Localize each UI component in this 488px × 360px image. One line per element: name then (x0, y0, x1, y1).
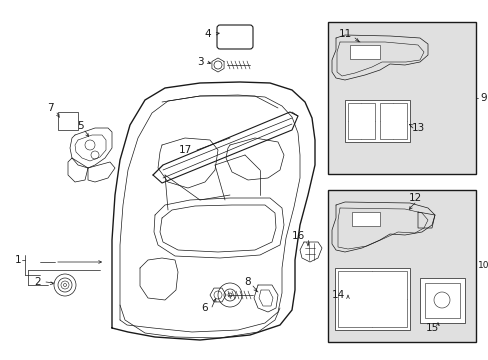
Text: 6: 6 (201, 303, 208, 313)
Bar (58, 112, 78, 130)
Bar (379, 103, 406, 139)
Text: 4: 4 (204, 29, 211, 39)
Text: 11: 11 (338, 29, 351, 39)
Bar (351, 212, 379, 226)
Text: 16: 16 (291, 231, 304, 241)
Text: 14: 14 (331, 290, 344, 300)
Bar (334, 268, 409, 330)
Text: 1: 1 (15, 255, 21, 265)
FancyBboxPatch shape (217, 25, 252, 49)
Text: 10: 10 (477, 261, 488, 270)
Text: 15: 15 (425, 323, 438, 333)
Bar (327, 22, 475, 174)
Text: 8: 8 (244, 277, 251, 287)
Text: 17: 17 (178, 145, 191, 155)
Text: 9: 9 (480, 93, 487, 103)
Bar (419, 278, 464, 323)
Bar (424, 283, 459, 318)
Text: 3: 3 (196, 57, 203, 67)
Bar (337, 271, 406, 327)
Bar (327, 190, 475, 342)
Text: 5: 5 (77, 121, 83, 131)
Text: 13: 13 (410, 123, 424, 133)
Text: 2: 2 (35, 277, 41, 287)
Text: 12: 12 (407, 193, 421, 203)
Bar (349, 45, 379, 59)
Bar (345, 100, 409, 142)
Bar (347, 103, 374, 139)
Text: 7: 7 (46, 103, 53, 113)
